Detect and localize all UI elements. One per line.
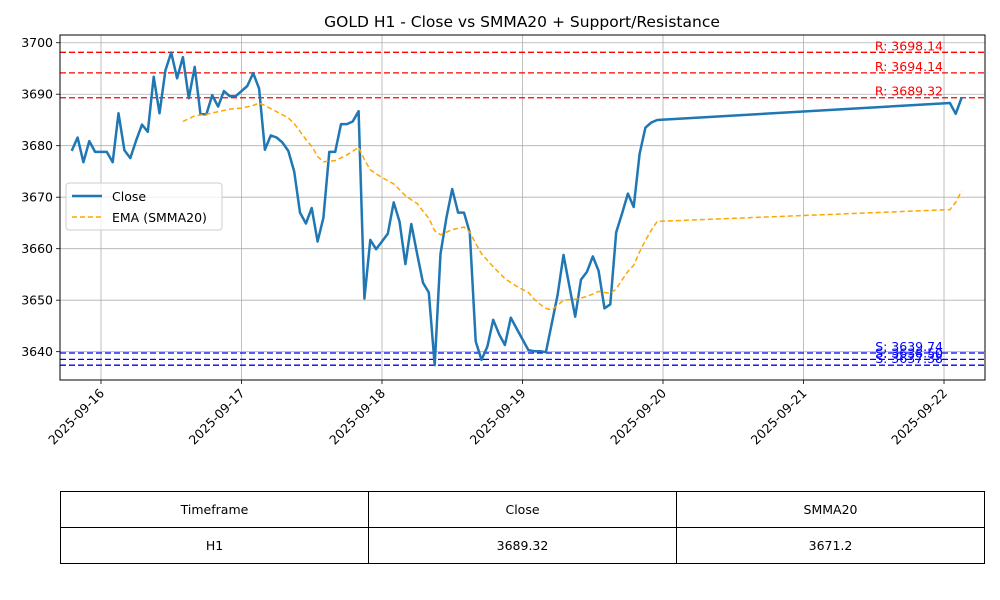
series-lines (70, 51, 963, 367)
legend: Close EMA (SMMA20) (65, 182, 223, 231)
x-axis: 2025-09-16 2025-09-17 2025-09-18 2025-09-19… (45, 380, 950, 447)
legend-box (65, 182, 223, 231)
table-row: H1 3689.32 3671.2 (60, 527, 985, 564)
legend-smma-label: EMA (SMMA20) (112, 210, 207, 225)
x-tick-label: 2025-09-19 (467, 385, 529, 447)
resistance-level-label: R: 3694.14 (875, 59, 943, 74)
y-tick-label: 3650 (21, 293, 53, 308)
legend-close-label: Close (112, 189, 146, 204)
y-tick-label: 3700 (21, 35, 53, 50)
y-tick-label: 3680 (21, 138, 53, 153)
chart: GOLD H1 - Close vs SMMA20 + Support/Resi… (21, 13, 986, 447)
series-line-smma20 (182, 102, 963, 311)
x-tick-label: 2025-09-16 (45, 385, 107, 447)
x-tick-label: 2025-09-20 (607, 385, 669, 447)
x-tick-label: 2025-09-22 (888, 386, 950, 448)
resistance-level-label: R: 3698.14 (875, 38, 943, 53)
table-header-cell: SMMA20 (676, 491, 985, 528)
table-header-row: Timeframe Close SMMA20 (60, 491, 985, 528)
chart-title: GOLD H1 - Close vs SMMA20 + Support/Resi… (324, 13, 720, 31)
table-cell: 3671.2 (676, 527, 985, 564)
series-line-close (70, 51, 963, 367)
support-level-label: S: 3638.50 (875, 345, 943, 360)
y-tick-label: 3690 (21, 87, 53, 102)
support-level-label: S: 3637.38 (875, 351, 943, 366)
table-cell: H1 (60, 527, 369, 564)
x-tick-label: 2025-09-18 (326, 385, 388, 447)
summary-table: Timeframe Close SMMA20 H1 3689.32 3671.2 (60, 491, 985, 564)
resistance-level-label: R: 3689.32 (875, 84, 943, 99)
y-tick-label: 3670 (21, 190, 53, 205)
support-level-label: S: 3639.74 (875, 339, 943, 354)
x-tick-label: 2025-09-21 (748, 386, 810, 448)
y-tick-label: 3660 (21, 241, 53, 256)
table-header-cell: Close (368, 491, 677, 528)
x-tick-label: 2025-09-17 (186, 386, 248, 448)
level-labels: R: 3698.14 R: 3694.14 R: 3689.32 S: 3639.74… (875, 38, 943, 366)
y-axis: 3640 3650 3660 3670 3680 3690 3700 (21, 35, 60, 359)
table-cell: 3689.32 (368, 527, 677, 564)
table-header-cell: Timeframe (60, 491, 369, 528)
y-tick-label: 3640 (21, 344, 53, 359)
